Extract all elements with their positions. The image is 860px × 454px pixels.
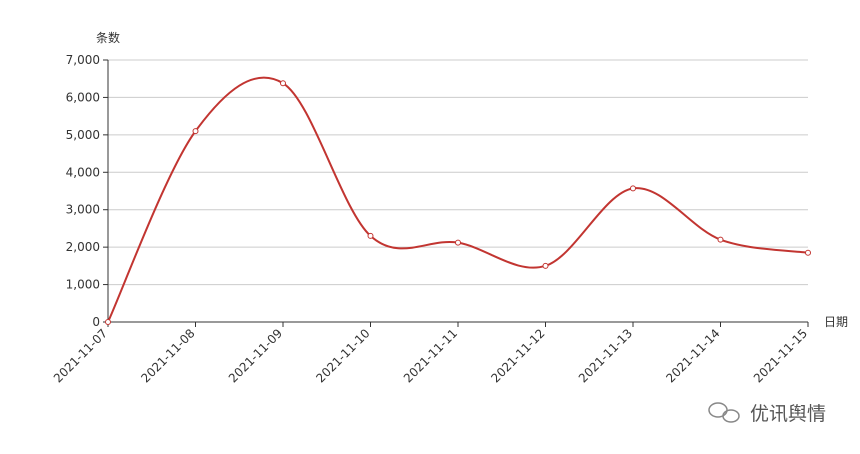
y-tick-label: 2,000 bbox=[66, 240, 100, 254]
point bbox=[717, 236, 724, 243]
point bbox=[192, 128, 199, 135]
x-tick-label: 2021-11-08 bbox=[138, 326, 197, 385]
point bbox=[630, 185, 636, 192]
watermark-icon bbox=[708, 402, 740, 423]
point bbox=[455, 239, 461, 246]
x-tick-label: 2021-11-14 bbox=[663, 326, 722, 385]
y-tick-label: 1,000 bbox=[66, 278, 100, 292]
point bbox=[280, 80, 286, 87]
line bbox=[107, 76, 809, 323]
x-tick-label: 2021-11-11 bbox=[401, 326, 460, 385]
x-tick-label: 2021-11-13 bbox=[576, 326, 635, 385]
y-axis-name: 条数 bbox=[96, 30, 120, 45]
y-tick-label: 7,000 bbox=[66, 53, 100, 67]
y-tick-label: 3,000 bbox=[66, 203, 100, 217]
x-tick-label: 2021-11-12 bbox=[488, 326, 547, 385]
x-tick-label: 2021-11-07 bbox=[51, 326, 110, 385]
x-tick-label: 2021-11-09 bbox=[226, 326, 285, 385]
point bbox=[805, 249, 811, 256]
x-tick-label: 2021-11-15 bbox=[751, 326, 810, 385]
point bbox=[542, 262, 549, 269]
x-axis-name: 日期 bbox=[824, 315, 848, 329]
y-tick-label: 5,000 bbox=[66, 128, 100, 142]
watermark: 优讯舆情 bbox=[750, 403, 826, 425]
x-tick-label: 2021-11-10 bbox=[313, 326, 372, 385]
point bbox=[105, 319, 111, 325]
y-tick-label: 6,000 bbox=[66, 90, 100, 104]
point bbox=[367, 232, 374, 239]
y-tick-label: 0 bbox=[92, 315, 100, 329]
y-tick-label: 4,000 bbox=[66, 165, 100, 179]
